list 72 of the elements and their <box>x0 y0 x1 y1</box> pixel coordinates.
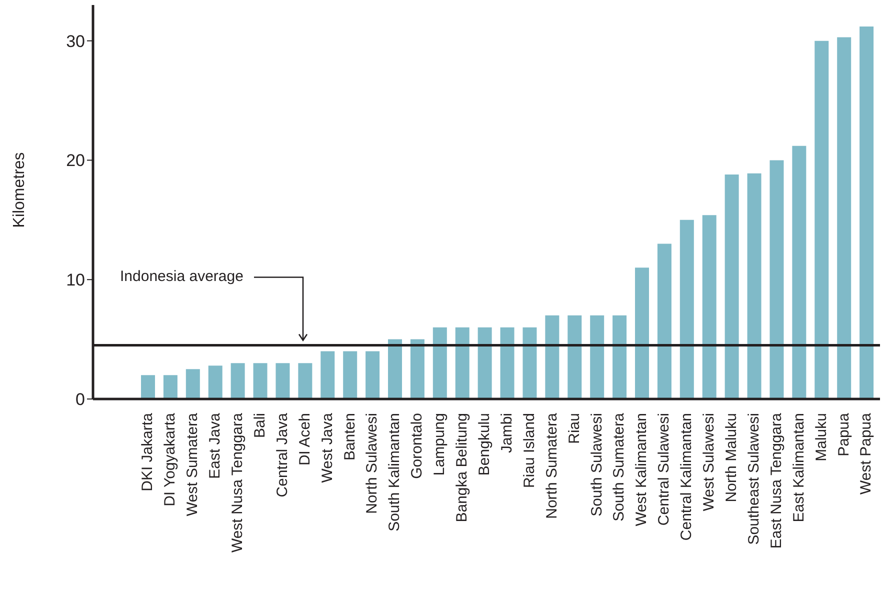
bar <box>792 146 806 399</box>
y-tick-label: 30 <box>66 32 85 51</box>
bar <box>747 173 762 399</box>
bar <box>545 315 560 399</box>
x-tick-label: Central Java <box>274 412 291 498</box>
x-tick-label: South Kalimantan <box>386 413 404 532</box>
x-tick-label: North Maluku <box>723 413 740 502</box>
x-tick-label: Banten <box>341 413 358 461</box>
bar <box>230 363 245 399</box>
x-tick-label: South Sulawesi <box>588 413 606 516</box>
bar <box>590 315 604 399</box>
bar <box>410 339 424 399</box>
bar <box>298 363 312 399</box>
bar <box>568 315 582 399</box>
x-tick-label: Bangka Belitung <box>454 413 471 522</box>
x-tick-label: South Sumatera <box>610 412 628 522</box>
bar <box>522 327 537 399</box>
bar <box>366 351 380 399</box>
x-tick-label: West Kalimantan <box>633 413 650 526</box>
ref-line-label: Indonesia average <box>120 268 244 286</box>
x-tick-label: Lampung <box>431 413 448 476</box>
bar <box>837 37 852 399</box>
bar <box>635 268 649 399</box>
y-tick-label: 0 <box>76 390 85 410</box>
x-tick-label: Maluku <box>812 413 830 462</box>
x-tick-label: West Sumatera <box>184 412 202 516</box>
y-tick-label: 10 <box>66 270 85 290</box>
x-tick-label: DKI Jakarta <box>139 412 156 492</box>
bar <box>478 327 492 399</box>
x-tick-label: Riau <box>566 413 583 444</box>
x-tick-label: West Papua <box>858 412 875 494</box>
bar <box>320 351 335 399</box>
bar <box>680 220 694 399</box>
bar <box>432 327 447 399</box>
bar <box>163 375 178 399</box>
bar <box>455 327 470 399</box>
bar <box>770 160 784 399</box>
x-tick-label: Central Kalimantan <box>678 413 696 541</box>
x-tick-label: Bali <box>251 413 268 438</box>
x-tick-label: East Kalimantan <box>790 413 808 522</box>
x-tick-label: Southeast Sulawesi <box>745 413 762 545</box>
x-tick-label: Gorontalo <box>408 413 426 479</box>
x-tick-label: Riau Island <box>520 413 538 488</box>
x-tick-label: North Sumatera <box>543 412 560 519</box>
x-tick-label: West Java <box>318 412 336 483</box>
x-tick-label: West Sulawesi <box>700 413 718 512</box>
x-tick-label: DI Aceh <box>296 413 314 466</box>
x-tick-label: Jambi <box>498 413 516 454</box>
x-tick-label: East Nusa Tenggara <box>768 412 785 549</box>
bar <box>612 315 627 399</box>
x-tick-label: Central Sulawesi <box>656 413 673 526</box>
bar <box>657 244 672 399</box>
x-tick-label: East Java <box>206 412 224 479</box>
bar <box>500 327 514 399</box>
bar <box>343 351 358 399</box>
x-tick-label: West Nusa Tenggara <box>229 412 246 553</box>
x-tick-label: Bengkulu <box>476 413 494 476</box>
x-tick-label: North Sulawesi <box>364 413 381 514</box>
x-tick-label: DI Yogyakarta <box>162 412 179 506</box>
bar <box>253 363 268 399</box>
bar <box>388 339 402 399</box>
y-axis-title: Kilometres <box>11 152 28 228</box>
x-tick-label: Papua <box>835 412 852 456</box>
bar <box>724 174 739 399</box>
bar <box>276 363 290 399</box>
y-tick-label: 20 <box>66 151 85 170</box>
bar <box>208 366 222 399</box>
bar <box>814 40 829 399</box>
bar <box>141 375 155 399</box>
bar <box>702 215 716 399</box>
bar <box>186 369 200 399</box>
bar <box>860 26 874 399</box>
